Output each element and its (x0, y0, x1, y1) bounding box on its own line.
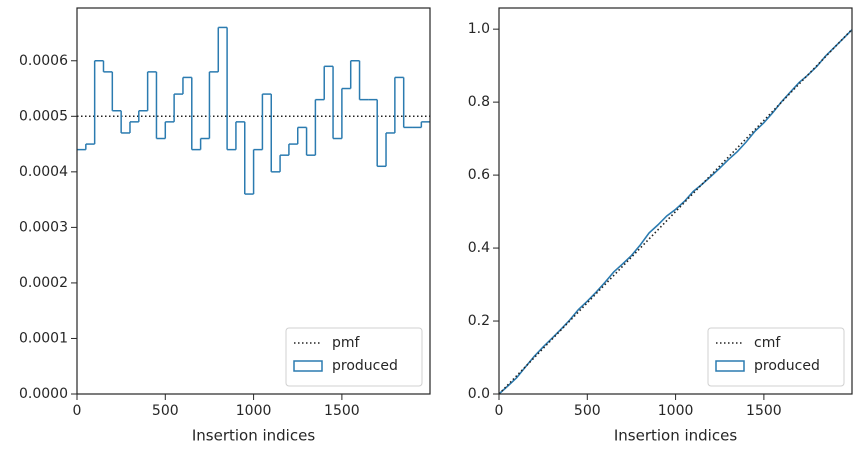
plot-area (77, 26, 430, 195)
y-tick-label: 0.0003 (19, 219, 68, 235)
y-tick-label: 0.0001 (19, 330, 68, 346)
y-tick-label: 0.4 (468, 240, 490, 256)
legend-label: cmf (754, 335, 781, 351)
x-tick-label: 500 (152, 403, 179, 419)
x-axis-label: Insertion indices (192, 427, 315, 445)
x-tick-label: 0 (495, 403, 504, 419)
line (499, 28, 852, 394)
x-tick-label: 1000 (658, 403, 694, 419)
y-tick-label: 0.0004 (19, 164, 68, 180)
x-tick-label: 500 (574, 403, 601, 419)
y-tick-label: 0.6 (468, 167, 490, 183)
legend-label: produced (332, 358, 398, 374)
legend-label: pmf (332, 335, 361, 351)
x-tick-label: 0 (73, 403, 82, 419)
axes-frame (76, 7, 431, 395)
y-tick-label: 0.0000 (19, 386, 68, 402)
legend-swatch (715, 360, 745, 372)
legend-swatch (293, 360, 323, 372)
y-tick-label: 0.0006 (19, 53, 68, 69)
axes-frame (498, 7, 853, 395)
y-tick-label: 0.2 (468, 313, 490, 329)
legend-label: produced (754, 358, 820, 374)
y-tick-label: 0.0005 (19, 108, 68, 124)
y-tick-label: 1.0 (468, 21, 490, 37)
x-tick-label: 1000 (236, 403, 272, 419)
plot-area (499, 28, 852, 394)
x-tick-label: 1500 (746, 403, 782, 419)
y-tick-label: 0.0002 (19, 275, 68, 291)
x-tick-label: 1500 (324, 403, 360, 419)
y-tick-label: 0.0 (468, 386, 490, 402)
x-axis-label: Insertion indices (614, 427, 737, 445)
y-tick-label: 0.8 (468, 94, 490, 110)
